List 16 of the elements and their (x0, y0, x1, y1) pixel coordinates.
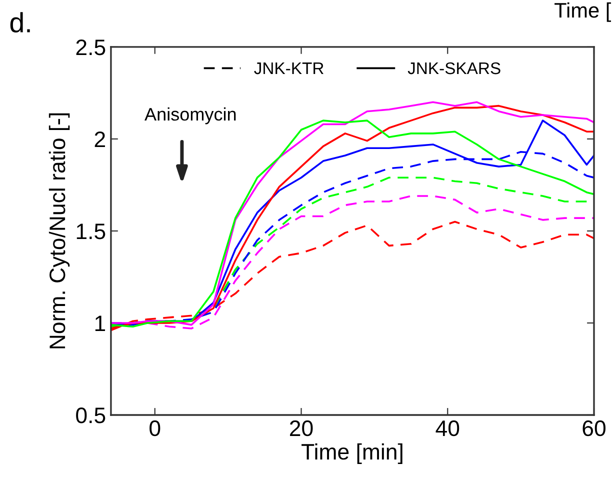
y-axis-title: Norm. Cyto/Nucl ratio [-] (48, 113, 70, 348)
y-tick-label: 2 (94, 131, 105, 148)
y-tick-label: 1 (95, 316, 106, 332)
y-tick-label: 2.5 (76, 39, 106, 56)
y-tick-label: 1.5 (76, 224, 106, 240)
legend-label: JNK-SKARS (408, 62, 500, 74)
annotation: Anisomycin (144, 107, 236, 124)
x-tick-label: 40 (436, 420, 460, 436)
x-tick-label: 20 (290, 420, 313, 436)
text: Time [ (554, 2, 611, 22)
x-axis-title: Time [min] (302, 443, 402, 464)
x-tick-label: 0 (150, 420, 160, 436)
legend-label: JNK-KTR (254, 62, 324, 74)
y-tick-label: 0.5 (76, 408, 106, 424)
text: d. (10, 12, 30, 33)
x-tick-label: 60 (582, 420, 606, 436)
